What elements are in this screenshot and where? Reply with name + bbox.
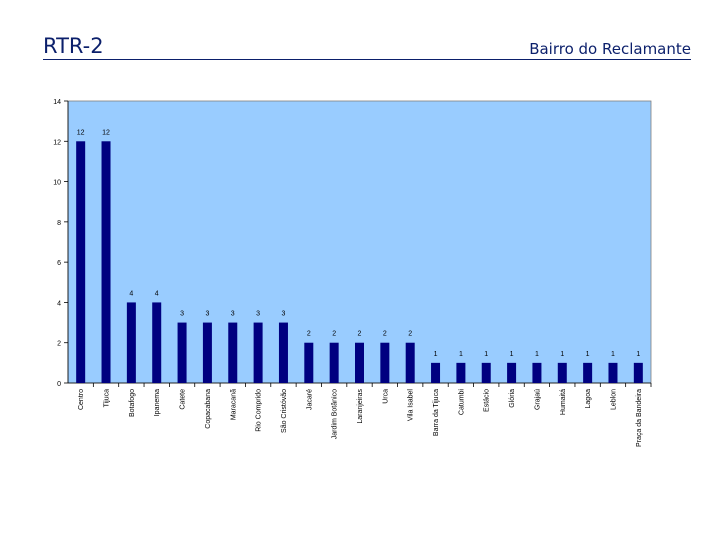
x-tick-label: Humaitá [560, 389, 567, 415]
x-tick-label: Catumbi [458, 389, 465, 416]
x-tick-label: Laranjeiras [357, 389, 364, 424]
bar [456, 362, 466, 383]
x-tick-label: Botafogo [129, 389, 136, 417]
x-tick-label: Tijuca [104, 389, 111, 408]
x-tick-label: Estácio [484, 389, 491, 412]
data-label: 3 [180, 311, 184, 318]
bar [228, 322, 238, 383]
data-label: 1 [434, 351, 438, 358]
data-label: 2 [358, 331, 362, 338]
x-tick-label: Lagoa [585, 389, 592, 409]
data-label: 4 [129, 290, 133, 297]
data-label: 1 [636, 351, 640, 358]
x-tick-label: Grajaú [534, 389, 541, 410]
data-label: 3 [282, 311, 286, 318]
data-label: 12 [77, 129, 85, 136]
bar [507, 362, 517, 383]
bar [177, 322, 187, 383]
bar [608, 362, 618, 383]
data-label: 2 [307, 331, 311, 338]
y-tick-label: 8 [57, 220, 61, 227]
x-tick-label: Ipanema [154, 389, 161, 416]
bar [329, 342, 339, 383]
data-label: 1 [484, 351, 488, 358]
y-tick-label: 6 [57, 260, 61, 267]
x-tick-label: Glória [509, 389, 516, 408]
bar [583, 362, 593, 383]
bar [431, 362, 441, 383]
plot-area [67, 100, 652, 384]
bar [278, 322, 288, 383]
y-tick-label: 12 [53, 139, 61, 146]
x-tick-label: Jardim Botânico [332, 389, 339, 439]
x-tick-label: Centro [78, 389, 85, 410]
data-label: 1 [560, 351, 564, 358]
x-tick-label: Jacaré [306, 389, 313, 410]
y-tick-label: 4 [57, 300, 61, 307]
x-tick-label: Copacabana [205, 389, 212, 429]
data-label: 2 [332, 331, 336, 338]
data-label: 4 [155, 290, 159, 297]
data-label: 3 [256, 311, 260, 318]
data-label: 1 [510, 351, 514, 358]
x-tick-label: Maracanã [230, 389, 237, 420]
x-tick-label: Leblon [610, 389, 617, 410]
data-label: 1 [611, 351, 615, 358]
bar [101, 141, 111, 383]
data-label: 2 [383, 331, 387, 338]
header-divider [43, 59, 691, 60]
bar [76, 141, 86, 383]
data-label: 3 [205, 311, 209, 318]
bar [481, 362, 491, 383]
data-label: 1 [586, 351, 590, 358]
y-tick-label: 0 [57, 381, 61, 388]
bar [355, 342, 364, 383]
bar [202, 322, 212, 383]
data-label: 3 [231, 311, 235, 318]
bar [126, 302, 136, 383]
y-tick-label: 2 [57, 341, 61, 348]
header-subtitle: Bairro do Reclamante [529, 40, 691, 58]
bar [405, 342, 415, 383]
data-label: 12 [102, 129, 110, 136]
x-tick-label: Vila Isabel [408, 389, 415, 422]
data-label: 1 [459, 351, 463, 358]
data-label: 2 [408, 331, 412, 338]
bar [532, 362, 542, 383]
bar [253, 322, 263, 383]
bar [304, 342, 314, 383]
data-label: 1 [535, 351, 539, 358]
bar [557, 362, 567, 383]
y-tick-label: 14 [53, 99, 61, 106]
y-tick-label: 10 [53, 180, 61, 187]
x-tick-label: Catete [180, 389, 187, 410]
x-tick-label: Barra da Tijuca [433, 389, 440, 436]
x-tick-label: São Cristóvão [281, 389, 288, 433]
slide-title: RTR-2 [43, 34, 104, 58]
x-tick-label: Rio Comprido [256, 389, 263, 432]
x-tick-label: Urca [382, 389, 389, 404]
bar [380, 342, 390, 383]
x-tick-label: Praça da Bandeira [636, 389, 643, 447]
bar [152, 302, 162, 383]
bar [633, 362, 643, 383]
